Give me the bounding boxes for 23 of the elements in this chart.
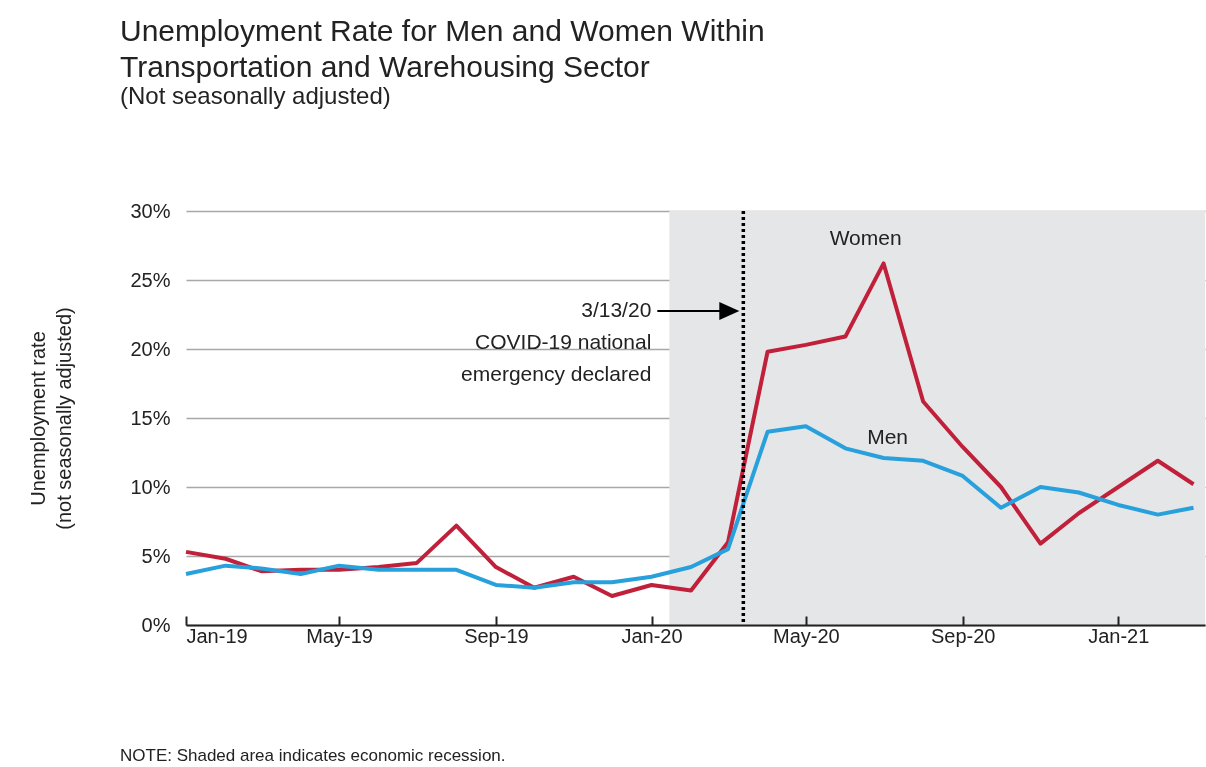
line-series	[184, 424, 1196, 590]
y-tick-label: 5%	[141, 544, 171, 567]
y-tick-label: 25%	[130, 268, 171, 291]
series-label: Women	[829, 226, 902, 250]
line-series	[184, 261, 1196, 599]
text: NOTE: Shaded area indicates economic recession.	[120, 746, 506, 766]
series-label: Men	[867, 425, 909, 449]
x-tick-label: May-19	[306, 624, 373, 647]
y-tick-label: 10%	[130, 475, 171, 498]
x-tick-label: Jan-19	[186, 624, 248, 647]
x-tick-label: Sep-19	[464, 624, 529, 647]
x-tick-label: Jan-21	[1088, 624, 1150, 647]
y-tick-label: 0%	[141, 613, 171, 636]
annotation: 3/13/20 COVID-19 national emergency declared	[461, 298, 652, 385]
y-tick-label: 15%	[130, 406, 171, 429]
y-tick-label: 30%	[130, 199, 171, 222]
x-tick-label: Jan-20	[621, 624, 683, 647]
y-axis-title: Unemployment rate (not seasonally adjusted)	[27, 307, 76, 530]
chart-title: Unemployment Rate for Men and Women Within Transportation and Warehousing Sector	[120, 14, 765, 83]
x-tick-label: May-20	[772, 624, 840, 647]
x-tick-label: Sep-20	[930, 624, 996, 647]
chart-subtitle: (Not seasonally adjusted)	[120, 82, 391, 109]
y-tick-label: 20%	[130, 337, 171, 360]
